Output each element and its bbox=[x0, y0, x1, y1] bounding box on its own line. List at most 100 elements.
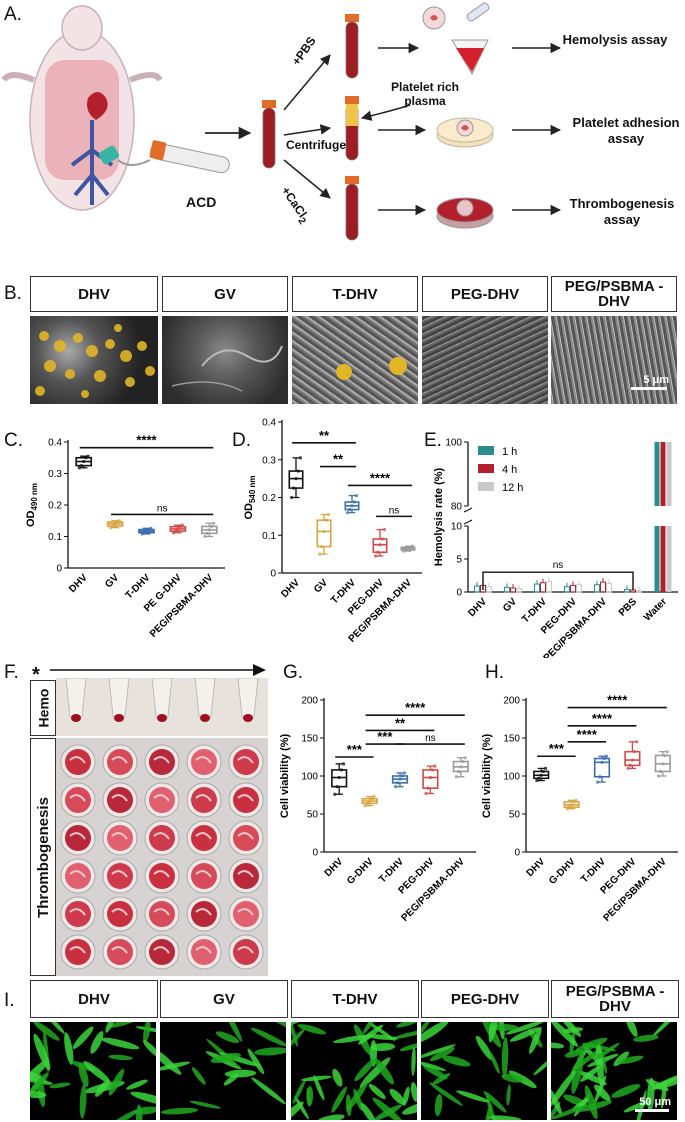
significance-bar: ** bbox=[292, 428, 356, 444]
x-tick-label: T-DHV bbox=[377, 856, 406, 885]
data-point bbox=[86, 454, 90, 458]
cell bbox=[475, 1035, 493, 1061]
data-point bbox=[567, 805, 571, 809]
panel-f-star: * bbox=[32, 664, 40, 686]
cell bbox=[294, 1096, 309, 1120]
significance-label: ** bbox=[395, 715, 406, 730]
y-axis-label: Hemolysis rate (%) bbox=[433, 467, 445, 566]
x-tick-label: GV bbox=[501, 596, 519, 614]
data-point bbox=[77, 466, 81, 470]
box-PEG/PSBMA-DHV bbox=[452, 756, 469, 779]
y-tick-label: 100 bbox=[503, 772, 520, 783]
cell bbox=[399, 1042, 417, 1051]
cell bbox=[223, 1022, 243, 1042]
data-point bbox=[574, 798, 578, 802]
clot bbox=[149, 901, 175, 927]
cell bbox=[584, 1085, 598, 1120]
data-point bbox=[596, 780, 600, 784]
fluo-scalebar bbox=[635, 1109, 669, 1112]
y-tick-label: 0.2 bbox=[262, 493, 276, 504]
thrombogenesis-photo bbox=[56, 678, 268, 976]
box-body bbox=[316, 519, 332, 548]
data-point bbox=[149, 526, 153, 530]
clot-highlight bbox=[237, 794, 254, 802]
cell bbox=[442, 1055, 471, 1067]
data-point bbox=[463, 756, 467, 760]
platelet-adhesion-icon bbox=[436, 117, 494, 148]
cell bbox=[105, 1022, 117, 1033]
data-point bbox=[296, 469, 300, 473]
cell bbox=[375, 1058, 394, 1085]
cell bbox=[109, 1022, 141, 1028]
y-tick-label: 150 bbox=[301, 734, 318, 745]
cell bbox=[332, 1034, 372, 1044]
panel-f-arrow bbox=[50, 664, 266, 676]
data-point bbox=[333, 792, 337, 796]
significance-label: ns bbox=[425, 733, 436, 744]
box-GV bbox=[316, 512, 332, 556]
data-point bbox=[570, 803, 574, 807]
clot bbox=[233, 787, 259, 813]
cell bbox=[402, 1086, 410, 1106]
data-point bbox=[209, 524, 214, 529]
y-tick-label: 0.1 bbox=[262, 531, 276, 542]
box-G-DHV bbox=[361, 794, 378, 808]
box-DHV bbox=[533, 766, 550, 783]
cell bbox=[108, 1068, 125, 1096]
data-point bbox=[174, 529, 178, 533]
clot-highlight bbox=[69, 832, 86, 840]
data-point bbox=[180, 523, 184, 527]
cell bbox=[100, 1037, 140, 1050]
data-point bbox=[363, 804, 367, 808]
significance-label: ns bbox=[157, 503, 168, 514]
clot-highlight bbox=[195, 946, 212, 954]
cell bbox=[421, 1022, 449, 1044]
data-point bbox=[318, 552, 322, 556]
data-point bbox=[82, 459, 86, 464]
bar-4 h bbox=[570, 584, 576, 593]
fluo-image-gv bbox=[160, 1022, 286, 1120]
b-header-peg-dhv: PEG-DHV bbox=[422, 276, 548, 312]
y-tick-label: 0.2 bbox=[48, 501, 62, 512]
y-tick-label: 0 bbox=[456, 588, 462, 599]
clot bbox=[107, 863, 133, 889]
y-axis-label: Cell viability (%) bbox=[279, 733, 291, 818]
cell bbox=[421, 1061, 447, 1071]
b-header-peg-psbma-dhv: PEG/PSBMA -DHV bbox=[551, 276, 677, 312]
cell bbox=[143, 1022, 151, 1043]
clot bbox=[107, 749, 133, 775]
significance-label: ns bbox=[553, 560, 564, 571]
clot-highlight bbox=[111, 870, 128, 878]
significance-label: **** bbox=[136, 433, 157, 448]
data-point bbox=[537, 776, 541, 780]
data-point bbox=[348, 507, 352, 512]
cell bbox=[456, 1090, 490, 1103]
cell bbox=[422, 1064, 448, 1080]
cell bbox=[224, 1069, 257, 1078]
y-axis-label: OD490 nm bbox=[25, 483, 39, 527]
panel-label-a: A. bbox=[4, 4, 22, 25]
hemolysis-assay-label: Hemolysis assay bbox=[562, 32, 668, 47]
x-tick-label: DHV bbox=[67, 572, 90, 595]
acd-label: ACD bbox=[186, 194, 217, 210]
panel-label-f: F. bbox=[4, 662, 19, 683]
clot-highlight bbox=[69, 794, 86, 802]
cell bbox=[126, 1079, 148, 1090]
bar-1 h bbox=[534, 583, 540, 593]
y-axis-label: OD540 nm bbox=[243, 475, 257, 519]
significance-bar: ns bbox=[376, 505, 412, 518]
significance-bar: *** bbox=[335, 742, 374, 758]
data-point bbox=[212, 521, 216, 525]
fluo-image-dhv bbox=[30, 1022, 156, 1120]
data-point bbox=[144, 529, 149, 533]
sem-image-gv bbox=[162, 316, 288, 404]
significance-label: **** bbox=[607, 693, 628, 708]
cell bbox=[575, 1037, 608, 1053]
data-point bbox=[457, 769, 461, 774]
x-tick-label: GV bbox=[103, 572, 121, 590]
cell bbox=[331, 1086, 347, 1113]
legend-swatch bbox=[478, 446, 494, 455]
data-point bbox=[426, 786, 430, 790]
legend-swatch bbox=[478, 482, 494, 491]
